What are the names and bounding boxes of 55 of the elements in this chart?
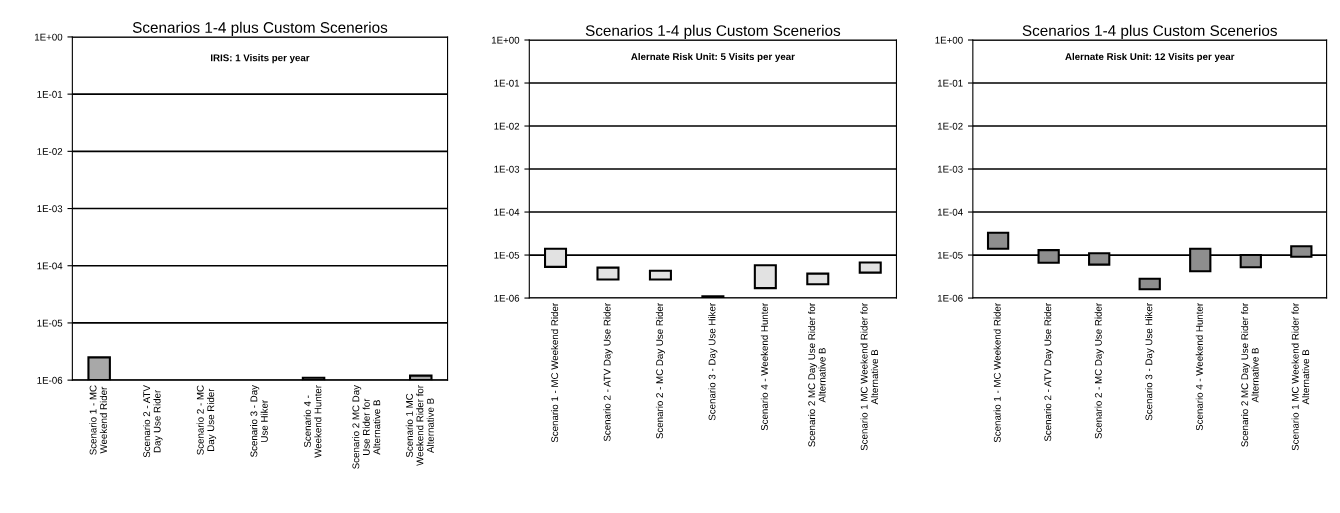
y-tick-label: 1E-04 <box>937 208 963 216</box>
y-tick-label: 1E-02 <box>494 122 520 130</box>
text: IRIS: 1 Visits per year <box>210 54 310 64</box>
y-tick-label: 1E-04 <box>494 208 520 216</box>
y-tick-label: 1E-03 <box>937 165 963 173</box>
x-tick-label: Scenario 3 - Day Use Hiker <box>250 385 268 457</box>
x-tick-label: Scenario 1 - MC Weekend Rider <box>550 303 559 443</box>
y-tick-label: 1E+00 <box>935 36 963 44</box>
y-tick-label: 1E-06 <box>937 294 963 302</box>
bar <box>806 272 830 286</box>
x-tick-label: Scenario 1 - MC Weekend Rider <box>993 303 1001 443</box>
x-tick-label: Scenario 2 - ATV Day Use Rider <box>142 385 163 458</box>
bar <box>986 231 1010 250</box>
x-tick-label: Scenario 1 MC Weekend Rider for Alternative B <box>1291 303 1310 451</box>
y-tick-label: 1E-05 <box>937 251 963 259</box>
bar <box>858 261 882 274</box>
bar <box>596 266 620 281</box>
y-tick-label: 1E-04 <box>37 262 63 270</box>
y-tick-label: 1E-03 <box>37 205 63 213</box>
y-tick-label: 1E+00 <box>35 33 63 41</box>
x-tick-label: Scenario 2 - MC Day Use Rider <box>1094 303 1104 439</box>
x-tick-label: Scenario 2 - ATV Day Use Rider <box>603 303 613 442</box>
x-tick-label: Scenario 2 - ATV Day Use Rider <box>1044 303 1054 442</box>
chart-title: Scenarios 1-4 plus Custom Scenerios <box>132 21 388 36</box>
y-tick-label: 1E-01 <box>494 79 520 87</box>
x-tick-label: Scenario 2 MC Day Use Rider for Alternative B <box>1241 303 1259 447</box>
x-tick-label: Scenario 3 - Day Use Hiker <box>1145 303 1155 421</box>
y-tick-label: 1E-06 <box>494 294 520 302</box>
x-tick-label: Scenario 4 - Weekend Hunter <box>760 303 768 431</box>
x-tick-label: Scenario 3 - Day Use Hiker <box>708 303 718 421</box>
chart-title: Scenarios 1-4 plus Custom Scenerios <box>585 24 841 40</box>
x-tick-label: Scenario 2 MC Day Use Rider for Alternative B <box>352 385 381 469</box>
y-tick-label: 1E-06 <box>37 376 63 384</box>
y-tick-label: 1E-01 <box>937 79 963 87</box>
x-tick-label: Scenario 4 - Weekend Hunter <box>1195 303 1203 431</box>
y-tick-label: 1E-05 <box>494 251 520 259</box>
text: Alernate Risk Unit: 12 Visits per year <box>1065 52 1235 62</box>
y-tick-label: 1E-02 <box>937 122 963 130</box>
text: Alernate Risk Unit: 5 Visits per year <box>631 52 795 62</box>
x-tick-label: Scenario 2 - MC Day Use Rider <box>655 303 665 439</box>
x-tick-label: Scenario 2 MC Day Use Rider for Alternative B <box>808 303 826 447</box>
chart-title: Scenarios 1-4 plus Custom Scenerios <box>1022 24 1277 40</box>
y-tick-label: 1E-02 <box>37 148 63 155</box>
bar <box>753 264 777 290</box>
bar <box>648 269 672 281</box>
y-tick-label: 1E+00 <box>491 36 520 44</box>
x-tick-label: Scenario 1 - MC Weekend Rider <box>89 385 108 455</box>
bar <box>1138 277 1161 291</box>
x-tick-label: Scenario 1 MC Weekend Rider for Alternative B <box>405 385 434 466</box>
y-tick-label: 1E-05 <box>37 319 63 327</box>
x-tick-label: Scenario 4 - Weekend Hunter <box>303 385 322 458</box>
y-tick-label: 1E-01 <box>37 90 63 98</box>
x-tick-label: Scenario 1 MC Weekend Rider for Alternative B <box>860 303 879 451</box>
x-tick-label: Scenario 2 - MC Day Use Rider <box>196 385 217 455</box>
y-tick-label: 1E-03 <box>494 165 520 173</box>
